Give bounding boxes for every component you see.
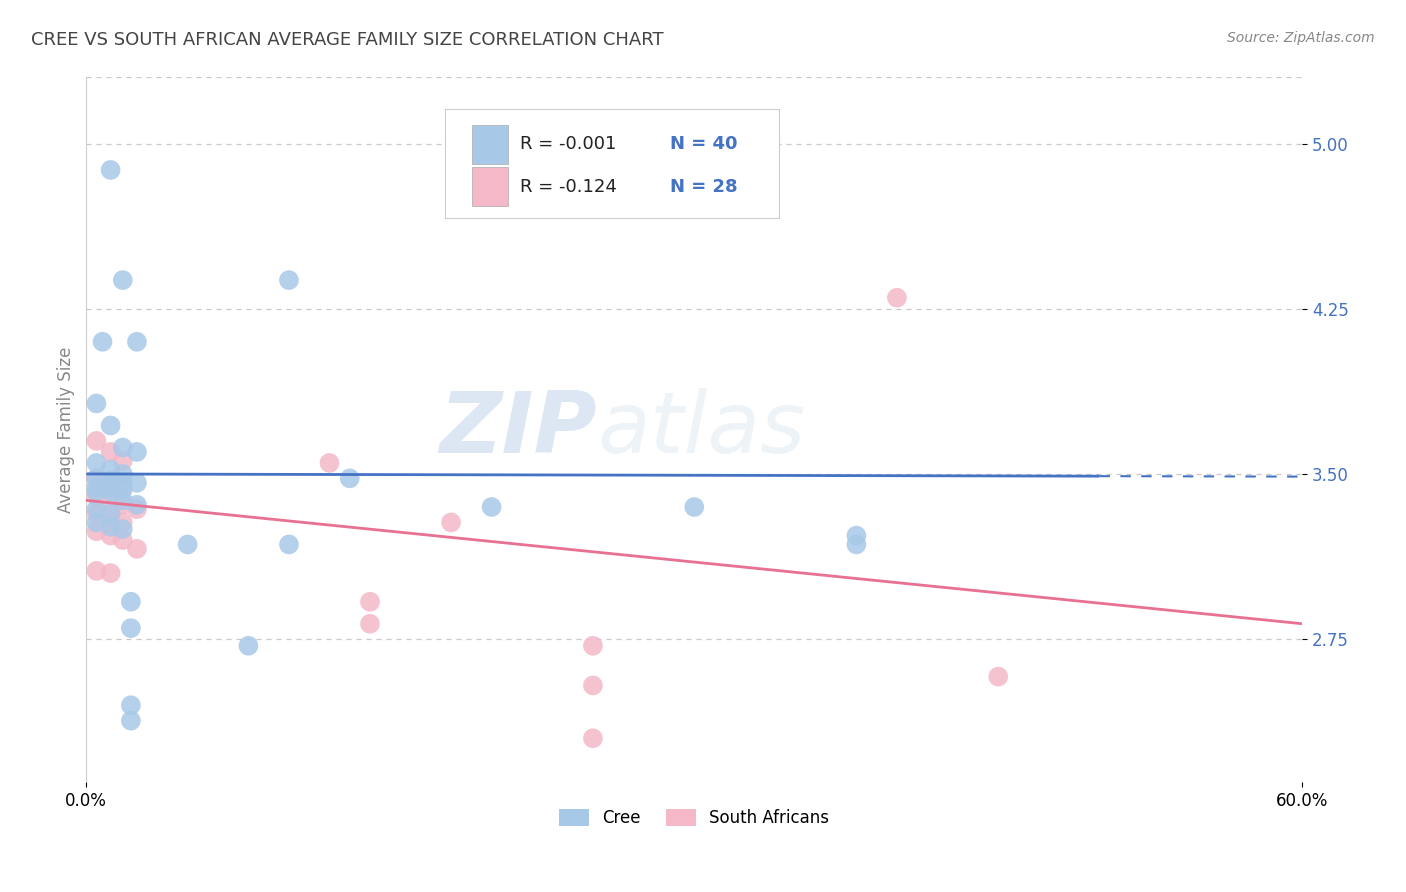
Point [100,163,122,178]
Legend: Cree, South Africans: Cree, South Africans [553,803,837,834]
Point [278,273,301,287]
Point [238,639,260,653]
Point [845,528,868,542]
Point [440,516,463,530]
Point [125,541,148,556]
Point [86,502,108,516]
Point [845,537,868,551]
Point [100,445,122,459]
Point [86,396,108,410]
FancyBboxPatch shape [472,125,508,164]
Point [100,520,122,534]
Point [318,456,340,470]
Point [111,533,134,547]
Text: R = -0.124: R = -0.124 [520,178,617,195]
Point [683,500,706,514]
Point [100,484,122,499]
Point [987,670,1010,684]
Point [111,475,134,490]
Point [278,537,301,551]
Point [481,500,503,514]
Point [120,698,142,713]
Point [125,475,148,490]
Point [100,474,122,488]
Point [359,595,381,609]
Text: ZIP: ZIP [439,388,598,471]
Point [111,441,134,455]
Point [100,511,122,525]
Point [176,537,198,551]
Point [582,678,605,692]
Point [125,498,148,512]
Point [111,522,134,536]
Point [100,528,122,542]
Point [111,498,134,512]
Point [91,334,114,349]
Point [86,480,108,494]
Point [86,516,108,530]
Point [86,524,108,539]
Point [86,471,108,485]
Point [100,418,122,433]
Point [86,434,108,448]
Point [111,454,134,468]
Point [86,456,108,470]
Point [120,714,142,728]
Point [582,731,605,746]
Point [120,621,142,635]
Text: N = 40: N = 40 [669,136,737,153]
Point [100,507,122,521]
Y-axis label: Average Family Size: Average Family Size [58,347,75,513]
Point [125,445,148,459]
Point [111,516,134,530]
Point [86,471,108,485]
Text: atlas: atlas [598,388,806,471]
Point [582,639,605,653]
Point [100,493,122,508]
Point [86,507,108,521]
Point [100,566,122,580]
FancyBboxPatch shape [472,168,508,206]
Point [886,291,908,305]
Text: R = -0.001: R = -0.001 [520,136,617,153]
Text: CREE VS SOUTH AFRICAN AVERAGE FAMILY SIZE CORRELATION CHART: CREE VS SOUTH AFRICAN AVERAGE FAMILY SIZ… [31,31,664,49]
Point [125,502,148,516]
Point [111,273,134,287]
Text: N = 28: N = 28 [669,178,738,195]
Point [125,334,148,349]
Point [100,462,122,476]
Point [359,616,381,631]
Point [86,489,108,503]
FancyBboxPatch shape [444,109,779,219]
Point [100,475,122,490]
Point [111,467,134,481]
Point [111,483,134,497]
Point [86,564,108,578]
Point [339,471,361,485]
Point [86,484,108,499]
Point [100,480,122,494]
Point [111,480,134,494]
Text: Source: ZipAtlas.com: Source: ZipAtlas.com [1227,31,1375,45]
Point [120,595,142,609]
Point [111,493,134,508]
